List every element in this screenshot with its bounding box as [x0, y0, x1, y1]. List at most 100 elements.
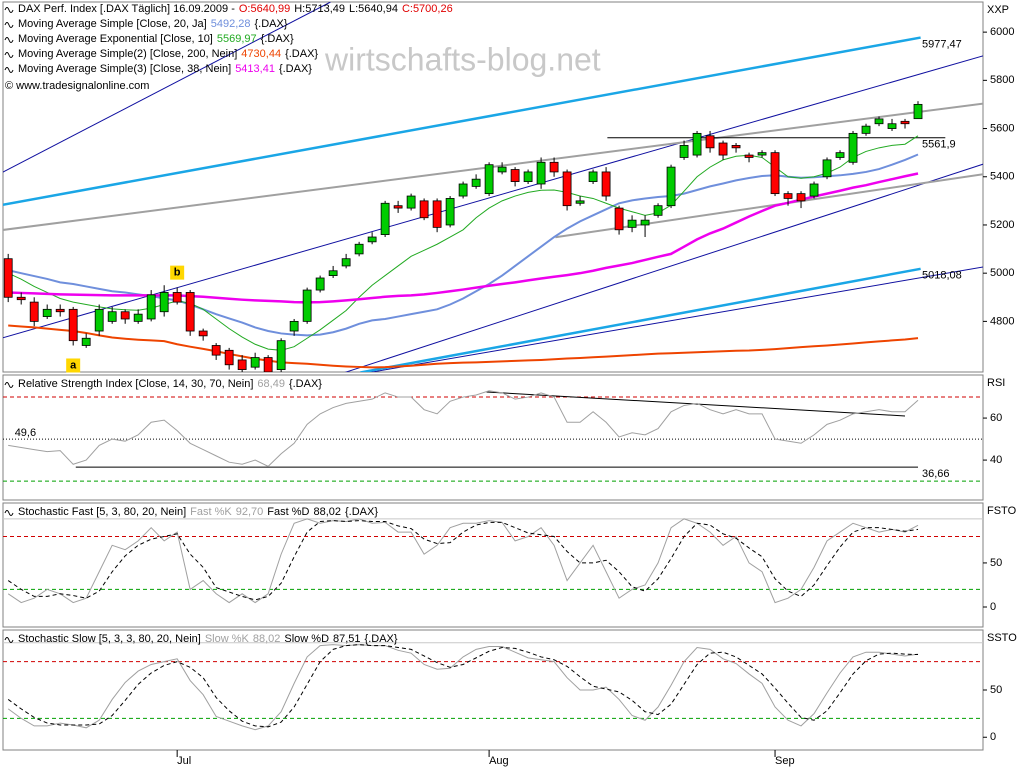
- legend-icon: [4, 637, 14, 643]
- legend-text: {.DAX}: [365, 633, 398, 645]
- legend-text: {.DAX}: [255, 18, 288, 30]
- candle-body: [94, 308, 104, 332]
- candle-body: [276, 340, 286, 370]
- trend-line: [3, 2, 331, 173]
- legend-text: L:5640,94: [349, 3, 398, 15]
- axis-label: XXP: [987, 4, 1009, 16]
- legend-text: Slow %D: [284, 633, 329, 645]
- legend-icon: [4, 67, 14, 73]
- legend-text: {.DAX}: [261, 33, 294, 45]
- candle-body: [614, 207, 624, 231]
- candle-body: [731, 145, 741, 149]
- candle-body: [419, 200, 429, 219]
- candle-body: [16, 296, 26, 301]
- plot: [3, 518, 983, 604]
- candle-body: [601, 171, 611, 197]
- y-tick-label: 5600: [990, 122, 1014, 134]
- candle-body: [562, 171, 572, 207]
- candle-body: [666, 166, 676, 207]
- candle-body: [705, 135, 715, 149]
- plot: [3, 642, 983, 731]
- legend-text: Fast %D: [267, 506, 309, 518]
- candle-body: [653, 205, 663, 216]
- annotation: b: [174, 267, 181, 279]
- candle-body: [900, 120, 910, 125]
- candle-body: [484, 164, 494, 195]
- candle-body: [523, 171, 533, 182]
- candle-body: [757, 152, 767, 156]
- plot: [3, 390, 983, 482]
- legend-text: Stochastic Slow [5, 3, 3, 80, 20, Nein]: [18, 633, 201, 645]
- y-tick-label: 6000: [990, 26, 1014, 38]
- legend-icon: [4, 7, 14, 13]
- trend-line: [369, 266, 983, 372]
- candle-body: [354, 243, 364, 255]
- candle-body: [185, 292, 195, 332]
- y-tick-label: 60: [990, 412, 1002, 424]
- watermark: wirtschafts-blog.net: [324, 41, 601, 77]
- candle-body: [3, 258, 13, 298]
- candle-body: [198, 330, 208, 337]
- series-line: [7, 644, 919, 728]
- candle-body: [68, 308, 78, 342]
- candle-body: [172, 292, 182, 303]
- candle-body: [55, 308, 65, 313]
- trend-line: [360, 267, 921, 372]
- panel: [2, 374, 984, 501]
- candle-body: [549, 161, 559, 173]
- trend-line: [3, 36, 921, 206]
- candle-body: [250, 357, 260, 368]
- candle-body: [744, 154, 754, 158]
- series-line: [8, 390, 919, 467]
- trend-line: [3, 55, 983, 339]
- candle-body: [913, 103, 923, 120]
- candle-body: [471, 178, 481, 187]
- legend-text: 92,70: [236, 506, 264, 518]
- legend-icon: [4, 22, 14, 28]
- candle-body: [146, 294, 156, 320]
- y-tick-label: 5000: [990, 267, 1014, 279]
- candle-body: [796, 193, 806, 202]
- legend-text: 88,02: [253, 633, 281, 645]
- legend-icon: [4, 52, 14, 58]
- candle-body: [302, 289, 312, 322]
- legend-text: DAX Perf. Index [.DAX Täglich] 16.09.200…: [18, 3, 235, 15]
- candle-body: [42, 308, 52, 317]
- legend-entry: Stochastic Slow [5, 3, 3, 80, 20, Nein] S…: [18, 633, 398, 645]
- candle-body: [445, 198, 455, 226]
- candle-body: [770, 152, 780, 195]
- trend-line: [3, 102, 983, 231]
- candle-body: [783, 193, 793, 199]
- candle-body: [627, 219, 637, 228]
- candle-body: [29, 301, 39, 322]
- x-tick-label: Sep: [775, 755, 795, 767]
- candle-body: [861, 125, 871, 134]
- candle-body: [224, 349, 234, 366]
- legend-text: Fast %K: [190, 506, 232, 518]
- annotation-box: [66, 358, 81, 373]
- y-tick-label: 5200: [990, 219, 1014, 231]
- y-tick-label: 5400: [990, 171, 1014, 183]
- candle-body: [289, 320, 299, 332]
- candle-body: [692, 132, 702, 156]
- legend-entry: Moving Average Exponential [Close, 10] 55…: [18, 33, 294, 45]
- plot: [3, 2, 983, 372]
- legend-text: 5569,97: [217, 33, 257, 45]
- panel: [2, 629, 984, 751]
- legend-text: 87,51: [333, 633, 361, 645]
- candle-body: [718, 142, 728, 156]
- candle-body: [575, 200, 585, 204]
- candle-body: [848, 132, 858, 163]
- legend-icon: [4, 510, 14, 516]
- legend-entry: Relative Strength Index [Close, 14, 30, …: [18, 378, 322, 390]
- trend-label: 5018,08: [922, 270, 962, 282]
- legend-text: {.DAX}: [285, 48, 318, 60]
- trend-label: 36,66: [922, 468, 950, 480]
- candle-body: [510, 169, 520, 182]
- y-tick-label: 4800: [990, 315, 1014, 327]
- legend-text: Moving Average Simple(3) [Close, 38, Nei…: [18, 63, 231, 75]
- legend-text: 5492,28: [211, 18, 251, 30]
- candle-body: [107, 311, 117, 322]
- y-tick-label: 50: [990, 684, 1002, 696]
